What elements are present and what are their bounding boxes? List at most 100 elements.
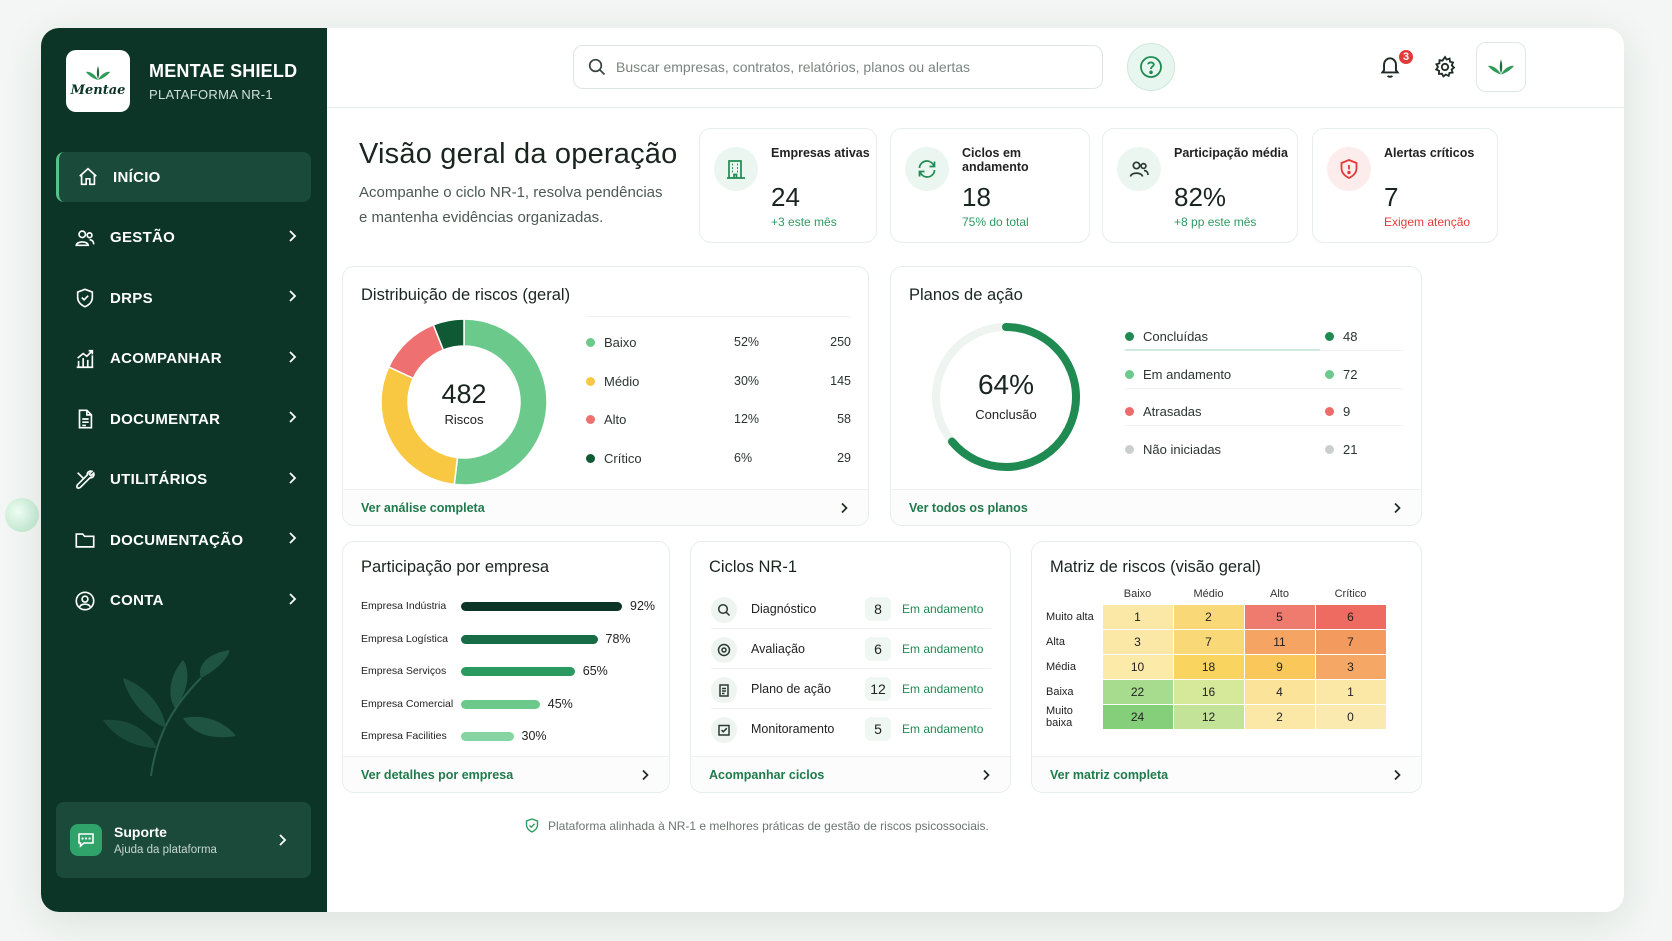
card-footer-link[interactable]: Ver análise completa	[343, 489, 868, 525]
nav-item-utilitarios[interactable]: UTILITÁRIOS	[56, 455, 311, 505]
cycle-count: 6	[865, 637, 891, 661]
matrix-cell[interactable]: 11	[1243, 628, 1316, 655]
cycle-row[interactable]: Diagnóstico 8 Em andamento	[711, 589, 991, 629]
legend-value: 21	[1343, 441, 1358, 457]
matrix-cell[interactable]: 0	[1314, 703, 1387, 730]
matrix-cell[interactable]: 7	[1172, 628, 1245, 655]
matrix-cell[interactable]: 18	[1172, 653, 1245, 680]
nav-label: INÍCIO	[113, 168, 161, 186]
matrix-cell[interactable]: 3	[1101, 628, 1174, 655]
nav-item-acompanhar[interactable]: ACOMPANHAR	[56, 334, 311, 384]
matrix-cell[interactable]: 10	[1101, 653, 1174, 680]
participation-value: 45%	[547, 696, 573, 711]
matrix-cell[interactable]: 1	[1101, 603, 1174, 630]
legend-count: 72	[1325, 367, 1357, 382]
risk-distribution-card: Distribuição de riscos (geral) 482 Risco…	[342, 266, 869, 526]
matrix-cell[interactable]: 9	[1243, 653, 1316, 680]
participation-bar	[461, 667, 575, 676]
legend-pct: 52%	[734, 335, 760, 349]
legend-value: 9	[1343, 404, 1351, 419]
nav-item-conta[interactable]: CONTA	[56, 576, 311, 626]
footer-link-label: Ver matriz completa	[1050, 768, 1169, 782]
legend-dot	[586, 453, 595, 463]
donut-segment-baixo	[453, 318, 548, 486]
nav-label: CONTA	[110, 592, 164, 609]
matrix-cell[interactable]: 6	[1314, 603, 1387, 630]
card-footer-link[interactable]: Ver matriz completa	[1032, 756, 1421, 792]
donut-segment-crítico	[432, 318, 465, 351]
donut-total-label: Riscos	[444, 412, 484, 427]
cycle-count: 12	[865, 677, 891, 701]
brand-logo: Mentae	[66, 50, 130, 112]
participation-row: Empresa Logística 78%	[361, 632, 661, 646]
support-subtitle: Ajuda da plataforma	[114, 844, 217, 856]
matrix-cell[interactable]: 24	[1101, 703, 1174, 730]
user-avatar[interactable]	[1476, 42, 1526, 92]
cycle-row[interactable]: Plano de ação 12 Em andamento	[711, 669, 991, 709]
nav-item-documentar[interactable]: DOCUMENTAR	[56, 394, 311, 444]
help-button[interactable]	[1127, 43, 1175, 91]
risk-donut-chart	[380, 318, 548, 486]
user-circle-icon	[75, 590, 95, 611]
chevron-right-icon	[1394, 502, 1401, 514]
footer-note: Plataforma alinhada à NR-1 e melhores pr…	[525, 818, 989, 833]
matrix-cell[interactable]: 1	[1314, 678, 1387, 705]
matrix-cell[interactable]: 4	[1243, 678, 1316, 705]
cycle-row[interactable]: Monitoramento 5 Em andamento	[711, 709, 991, 749]
action-plans-card: Planos de ação 64% Conclusão Concluídas 4…	[890, 266, 1422, 526]
target-icon	[711, 637, 737, 663]
shield-check-icon	[525, 818, 539, 833]
matrix-cell[interactable]: 2	[1243, 703, 1316, 730]
kpi-sub: +3 este mês	[771, 215, 837, 229]
matrix-cell[interactable]: 2	[1172, 603, 1245, 630]
kpi-card-participacao[interactable]: Participação média 82% +8 pp este mês	[1102, 128, 1298, 243]
card-footer-link[interactable]: Ver detalhes por empresa	[343, 756, 669, 792]
nav-item-inicio[interactable]: INÍCIO	[56, 152, 311, 202]
matrix-cell[interactable]: 22	[1101, 678, 1174, 705]
card-footer-link[interactable]: Ver todos os planos	[891, 489, 1421, 525]
participation-value: 65%	[582, 664, 608, 678]
chevron-right-icon	[289, 411, 297, 423]
cycle-row[interactable]: Avaliação 6 Em andamento	[711, 629, 991, 669]
matrix-cell[interactable]: 3	[1314, 653, 1387, 680]
legend-text: Médio	[604, 373, 640, 389]
nav-label: DRPS	[110, 289, 153, 307]
kpi-card-alertas[interactable]: Alertas críticos 7 Exigem atenção	[1312, 128, 1498, 243]
monitor-icon	[711, 717, 737, 743]
matrix-cell[interactable]: 16	[1172, 678, 1245, 705]
matrix-cell[interactable]: 5	[1243, 603, 1316, 630]
kpi-sub: 75% do total	[962, 215, 1029, 229]
matrix-col-header: Alto	[1270, 587, 1289, 600]
participation-value: 78%	[605, 631, 631, 646]
kpi-card-empresas[interactable]: Empresas ativas 24 +3 este mês	[699, 128, 877, 243]
legend-dot	[1325, 369, 1334, 379]
document-icon	[78, 409, 93, 429]
kpi-card-ciclos[interactable]: Ciclos em andamento 18 75% do total	[890, 128, 1090, 243]
gear-icon[interactable]	[1433, 55, 1457, 79]
legend-dot	[1325, 332, 1334, 342]
matrix-row: Média 10 18 9 3	[1046, 653, 1387, 680]
matrix-row: Baixa 22 16 4 1	[1046, 678, 1387, 705]
support-card[interactable]: Suporte Ajuda da plataforma	[56, 802, 311, 878]
folder-icon	[75, 533, 95, 548]
footer-link-label: Ver detalhes por empresa	[361, 768, 514, 782]
matrix-cell[interactable]: 12	[1172, 703, 1245, 730]
app-window: Mentae MENTAE SHIELD PLATAFORMA NR-1 INÍ…	[41, 28, 1624, 912]
card-footer-link[interactable]: Acompanhar ciclos	[691, 756, 1010, 792]
participation-bar	[461, 732, 514, 741]
search-input[interactable]	[616, 59, 1076, 75]
brand-logo-text: Mentae	[70, 82, 126, 98]
matrix-header-row: Baixo Médio Alto Crítico	[1046, 584, 1386, 604]
nav-item-documentacao[interactable]: DOCUMENTAÇÃO	[56, 515, 311, 565]
plans-percent: 64%	[977, 369, 1035, 400]
plans-progress-ring	[932, 323, 1080, 471]
matrix-cell[interactable]: 7	[1314, 628, 1387, 655]
nav-item-drps[interactable]: DRPS	[56, 273, 311, 323]
card-title: Matriz de riscos (visão geral)	[1050, 558, 1261, 576]
legend-label: Alto	[586, 412, 626, 427]
bell-icon[interactable]	[1377, 54, 1403, 80]
legend-label: Crítico	[586, 451, 642, 466]
nav-item-gestao[interactable]: GESTÃO	[56, 213, 311, 263]
legend-label: Concluídas	[1125, 329, 1208, 344]
search-box[interactable]	[573, 45, 1103, 89]
